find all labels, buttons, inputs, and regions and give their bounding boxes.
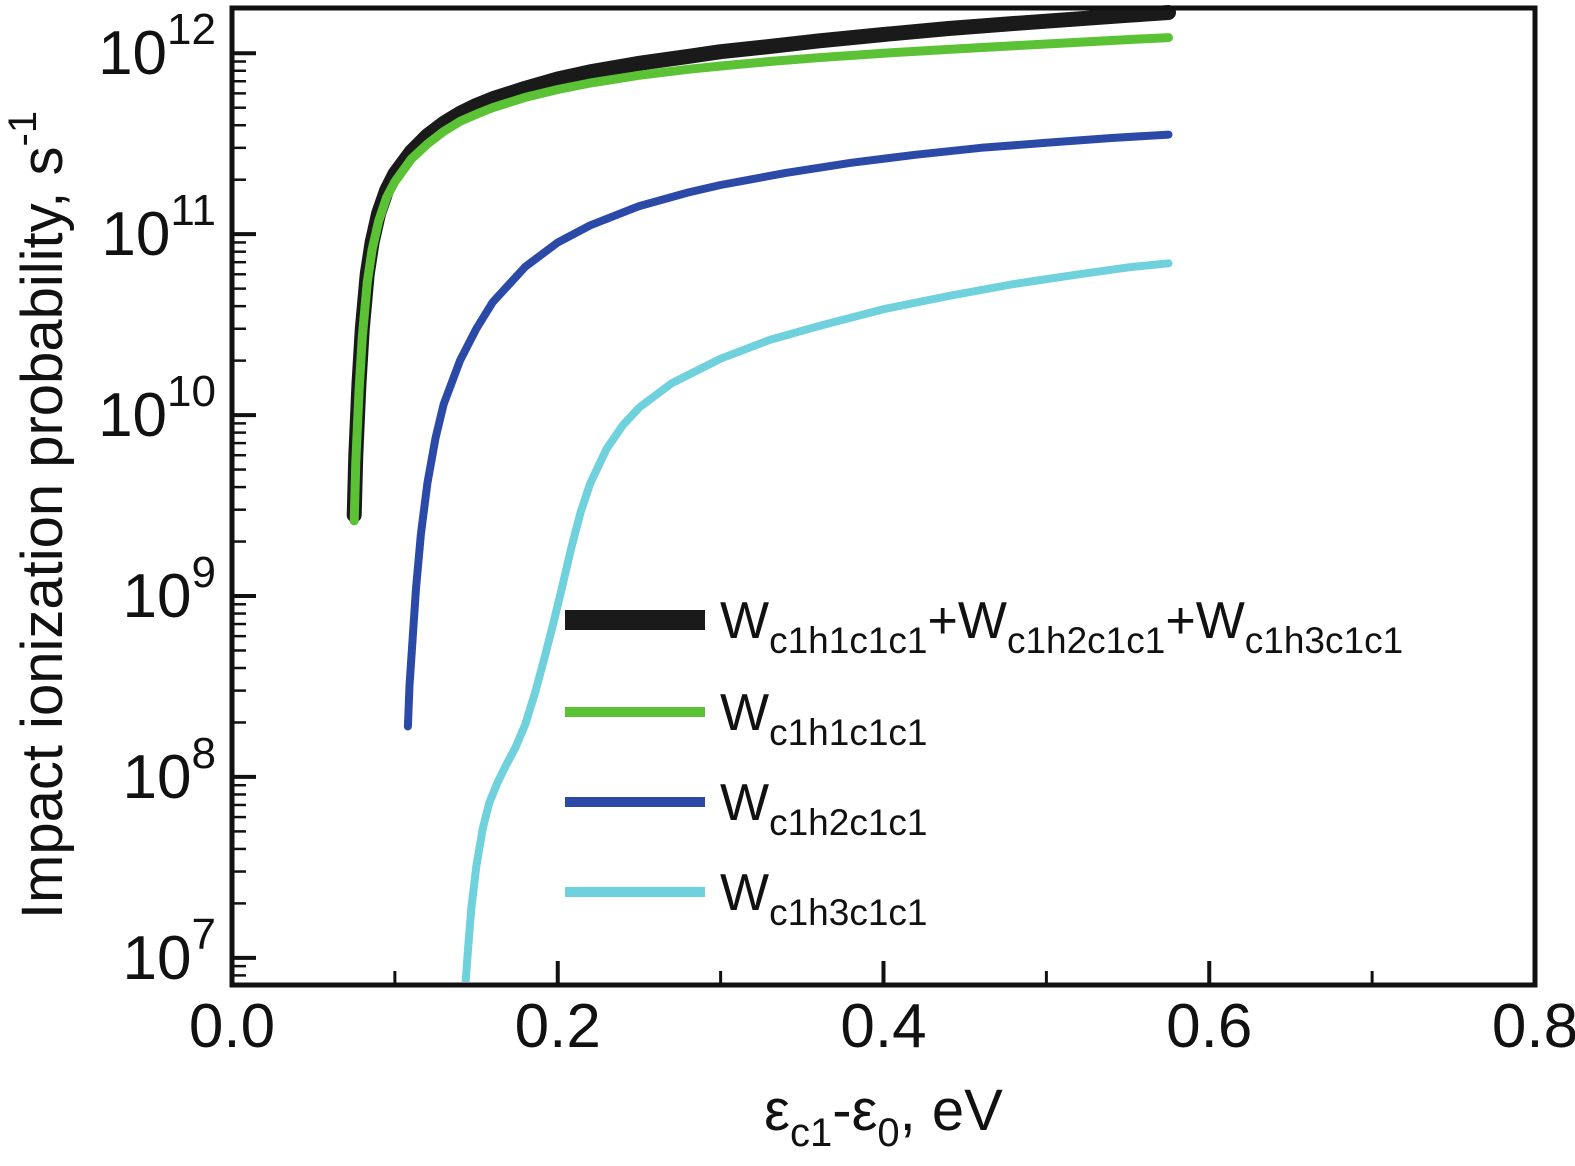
plot-frame bbox=[229, 5, 1538, 988]
x-tick-label: 0.8 bbox=[1492, 992, 1575, 1061]
y-tick-label: 108 bbox=[123, 729, 216, 812]
x-tick-label: 0.6 bbox=[1166, 992, 1252, 1061]
series-line-W-c1h2c1c1 bbox=[403, 130, 1173, 731]
legend-label-W-sum: Wc1h1c1c1+Wc1h2c1c1+Wc1h3c1c1 bbox=[720, 592, 1403, 661]
y-axis-title: Impact ionization probability, s-1 bbox=[1, 111, 75, 919]
y-tick-label: 1010 bbox=[98, 367, 216, 450]
y-tick-label: 1012 bbox=[98, 5, 216, 88]
legend-label-W-c1h3c1c1: Wc1h3c1c1 bbox=[720, 864, 927, 933]
legend-label-W-c1h2c1c1: Wc1h2c1c1 bbox=[720, 774, 927, 843]
x-tick-label: 0.2 bbox=[515, 992, 601, 1061]
series-line-W-c1h1c1c1 bbox=[349, 33, 1173, 526]
x-axis-title: εc1-ε0, eV bbox=[764, 1078, 1003, 1155]
x-tick-label: 0.4 bbox=[840, 992, 926, 1061]
series-line-W-c1h3c1c1 bbox=[461, 259, 1173, 982]
y-tick-label: 109 bbox=[123, 548, 216, 631]
plot-area bbox=[346, 5, 1176, 982]
y-tick-label: 1011 bbox=[101, 186, 216, 269]
legend-label-W-c1h1c1c1: Wc1h1c1c1 bbox=[720, 684, 927, 753]
x-tick-label: 0.0 bbox=[189, 992, 275, 1061]
y-tick-label: 107 bbox=[123, 910, 216, 993]
